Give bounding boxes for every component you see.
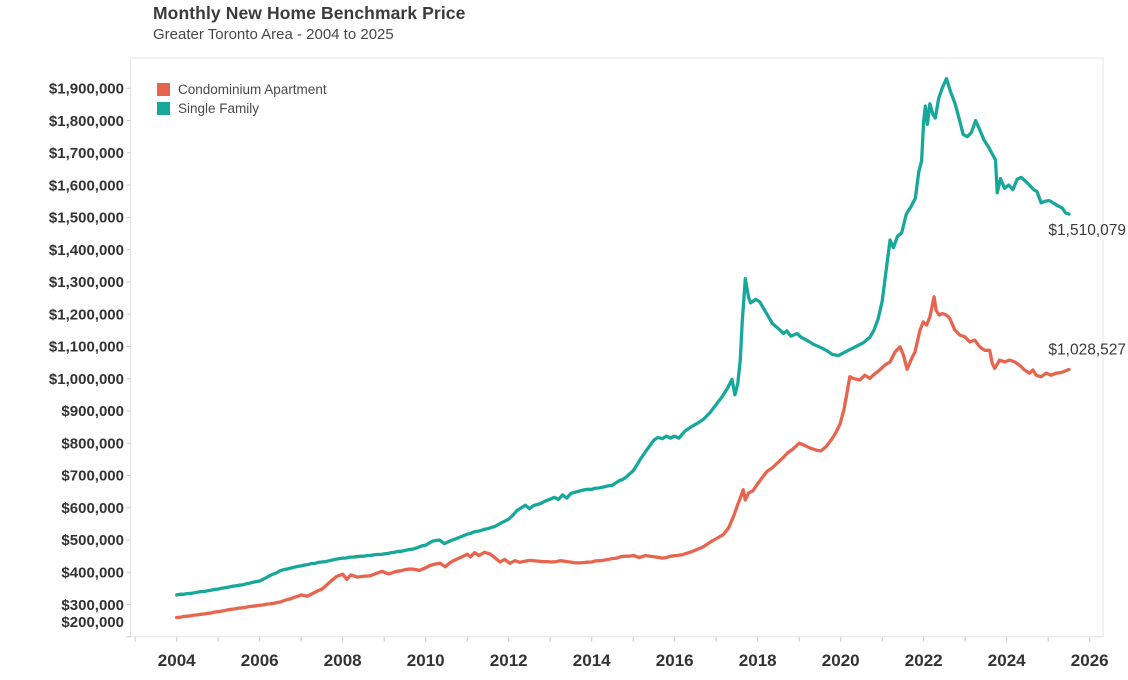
plot-border [130,57,1104,638]
x-axis-label: 2026 [1071,651,1109,670]
x-axis-label: 2018 [739,651,777,670]
legend-item-condominium-apartment[interactable]: Condominium Apartment [157,82,327,97]
x-axis-label: 2022 [905,651,943,670]
chart-title: Monthly New Home Benchmark Price [153,3,466,23]
legend-swatch-single-family [157,102,170,115]
y-axis-label: $1,900,000 [49,81,124,98]
legend-label-single-family: Single Family [178,101,260,116]
y-axis-label: $1,400,000 [49,242,124,259]
annotation-single-family: $1,510,079 [1048,222,1126,239]
y-axis-label: $600,000 [61,500,124,517]
y-axis-label: $700,000 [61,468,124,485]
y-axis-label: $1,800,000 [49,113,124,130]
y-axis-label: $900,000 [61,403,124,420]
x-axis-label: 2010 [407,651,445,670]
y-axis-label: $400,000 [61,565,124,582]
y-axis-label: $1,700,000 [49,145,124,162]
x-axis-label: 2020 [822,651,860,670]
y-axis-label: $1,200,000 [49,306,124,323]
legend: Condominium Apartment Single Family [157,82,327,116]
y-axis-label: $500,000 [61,532,124,549]
x-axis-label: 2024 [988,651,1026,670]
legend-swatch-condo [157,83,170,96]
x-axis-label: 2008 [324,651,362,670]
legend-label-condo: Condominium Apartment [178,82,327,97]
x-axis-label: 2012 [490,651,528,670]
x-axis-label: 2014 [573,651,611,670]
annotation-condominium-apartment: $1,028,527 [1048,341,1126,358]
y-axis-label: $300,000 [61,597,124,614]
chart-subtitle: Greater Toronto Area - 2004 to 2025 [153,26,394,43]
y-axis-label: $1,600,000 [49,177,124,194]
y-axis-label: $200,000 [61,614,124,631]
x-axis-label: 2016 [656,651,694,670]
y-axis-label: $1,500,000 [49,210,124,227]
legend-item-single-family[interactable]: Single Family [157,101,327,116]
series-line-single-family [175,76,1071,597]
y-axis-label: $1,300,000 [49,274,124,291]
y-axis-label: $1,000,000 [49,371,124,388]
y-axis-label: $1,100,000 [49,339,124,356]
x-axis-label: 2004 [158,651,196,670]
series-line-condominium-apartment [175,295,1071,620]
y-axis-label: $800,000 [61,435,124,452]
x-axis-label: 2006 [241,651,279,670]
